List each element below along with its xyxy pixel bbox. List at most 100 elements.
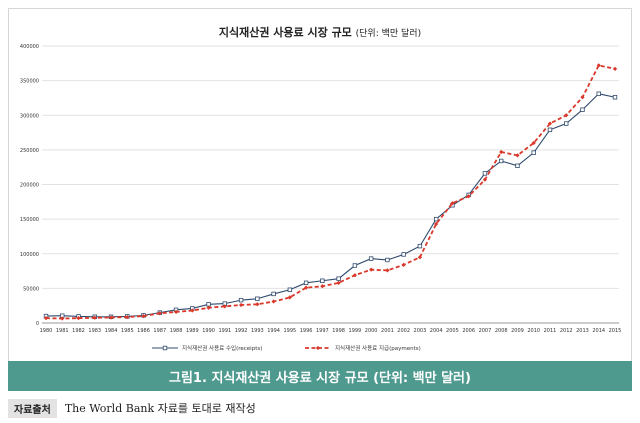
x-tick-label: 1998: [332, 328, 345, 334]
x-tick-label: 1980: [40, 328, 53, 334]
data-point: [320, 278, 325, 283]
x-tick-label: 2003: [414, 328, 427, 334]
x-tick-label: 1995: [283, 328, 296, 334]
y-tick-label: 100000: [20, 252, 39, 258]
x-tick-label: 2004: [430, 328, 443, 334]
x-tick-label: 1981: [56, 328, 69, 334]
data-point: [320, 284, 325, 289]
source-text: The World Bank 자료를 토대로 재작성: [64, 402, 256, 415]
data-point: [385, 257, 390, 263]
data-point: [564, 121, 569, 126]
x-tick-label: 2007: [479, 328, 492, 334]
y-tick-label: 350000: [20, 79, 39, 85]
data-point: [401, 252, 406, 257]
data-point: [303, 280, 309, 286]
x-tick-label: 1994: [267, 328, 280, 334]
data-point: [238, 297, 244, 303]
chart-frame: 지식재산권 사용료 시장 규모 (단위: 백만 달러) 0 50000 100000 1…: [8, 8, 632, 362]
x-tick-label: 2013: [576, 328, 589, 334]
data-point: [255, 296, 260, 301]
data-point: [352, 273, 358, 278]
x-tick-label: 1984: [105, 328, 118, 334]
chart-subtitle: (단위: 백만 달러): [356, 27, 421, 39]
source-label: 자료출처: [8, 398, 57, 418]
data-point: [190, 308, 195, 313]
y-tick-label: 300000: [20, 113, 39, 119]
data-point: [255, 302, 260, 307]
x-tick-label: 1990: [202, 328, 215, 334]
data-point: [482, 171, 488, 176]
data-point: [238, 302, 244, 308]
data-point: [369, 267, 374, 272]
y-tick-label: 200000: [20, 183, 39, 189]
x-tick-label: 1983: [88, 328, 101, 334]
y-tick-label: 0: [36, 321, 39, 327]
x-tick-label: 1989: [186, 328, 199, 334]
series-line-1: [45, 93, 616, 318]
x-tick-label: 1992: [235, 328, 248, 334]
x-tick-label: 2015: [609, 328, 622, 334]
chart-title: 지식재산권 사용료 시장 규모 (단위: 백만 달러): [219, 25, 421, 39]
legend-marker: [162, 345, 168, 351]
data-point: [531, 140, 536, 146]
x-tick-label: 2002: [397, 328, 410, 334]
x-tick-label: 2010: [527, 328, 540, 334]
series-line-2: [45, 64, 616, 320]
data-point: [157, 311, 162, 316]
x-tick-label: 2001: [381, 328, 394, 334]
x-tick-label: 2005: [446, 328, 459, 334]
x-tick-label: 2009: [511, 328, 524, 334]
data-point: [596, 91, 601, 96]
data-point: [352, 263, 358, 268]
x-tick-label: 1999: [349, 328, 362, 334]
figure-caption-bar: 그림1. 지식재산권 사용료 시장 규모 (단위: 백만 달러): [8, 361, 632, 391]
x-tick-label: 1988: [170, 328, 183, 334]
x-tick-label: 1982: [72, 328, 85, 334]
data-point: [433, 216, 439, 222]
data-point: [417, 243, 423, 249]
x-tick-label: 1997: [316, 328, 329, 334]
data-point: [499, 149, 504, 155]
data-point: [222, 304, 227, 309]
data-point: [531, 150, 536, 155]
x-tick-label: 2012: [560, 328, 573, 334]
legend-marker: [315, 345, 321, 351]
data-point: [336, 280, 341, 285]
data-point: [580, 107, 585, 112]
data-point: [303, 285, 309, 290]
data-point: [271, 291, 276, 297]
source-note: 자료출처 The World Bank 자료를 토대로 재작성: [8, 398, 256, 418]
y-tick-label: 50000: [23, 286, 39, 292]
data-point: [401, 262, 406, 267]
data-point: [206, 302, 211, 307]
y-tick-label: 150000: [20, 217, 39, 223]
x-tick-label: 2014: [592, 328, 605, 334]
x-tick-label: 1985: [121, 328, 134, 334]
data-point: [336, 276, 341, 281]
data-point: [466, 194, 471, 199]
data-point: [385, 268, 390, 273]
y-tick-label: 400000: [20, 44, 39, 50]
data-point: [173, 309, 179, 315]
x-tick-label: 1987: [153, 328, 166, 334]
data-point: [206, 305, 211, 310]
data-point: [450, 201, 455, 206]
data-point: [271, 299, 276, 304]
x-tick-label: 2006: [462, 328, 475, 334]
x-tick-label: 1986: [137, 328, 150, 334]
data-point: [287, 287, 293, 292]
x-tick-label: 1996: [300, 328, 313, 334]
data-point: [141, 313, 146, 319]
data-point: [515, 153, 520, 158]
data-point: [434, 221, 439, 227]
x-tick-label: 2000: [365, 328, 378, 334]
figure-caption: 그림1. 지식재산권 사용료 시장 규모 (단위: 백만 달러): [169, 370, 471, 386]
x-tick-label: 1993: [251, 328, 264, 334]
line-chart: 지식재산권 사용료 시장 규모 (단위: 백만 달러) 0 50000 100000 1…: [20, 25, 622, 352]
legend-label-1: 지식재산권 사용료 수입(receipts): [182, 344, 262, 352]
data-point: [368, 256, 374, 261]
data-point: [482, 177, 488, 182]
data-point: [287, 295, 292, 300]
data-point: [612, 95, 618, 100]
x-tick-label: 2011: [544, 328, 557, 334]
